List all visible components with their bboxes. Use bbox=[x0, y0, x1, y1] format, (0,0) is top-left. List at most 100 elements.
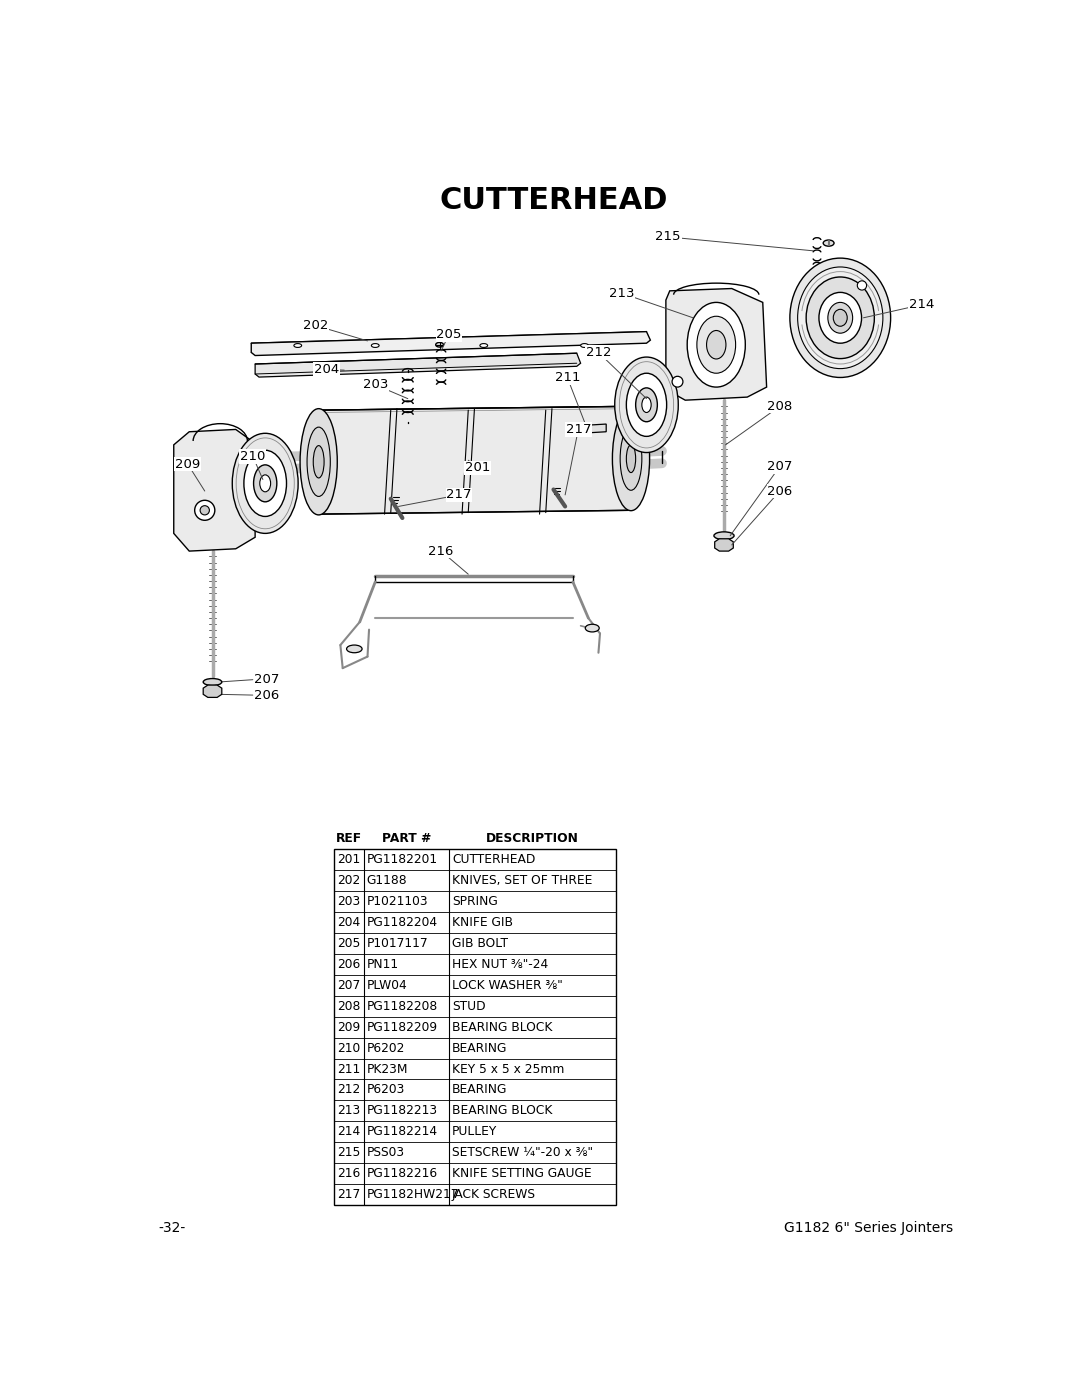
Ellipse shape bbox=[798, 267, 882, 369]
Text: 207: 207 bbox=[767, 460, 793, 474]
Text: GIB BOLT: GIB BOLT bbox=[451, 937, 508, 950]
Text: 212: 212 bbox=[585, 346, 611, 359]
Text: PN11: PN11 bbox=[367, 958, 399, 971]
Text: 210: 210 bbox=[240, 450, 266, 462]
Text: PSS03: PSS03 bbox=[367, 1147, 405, 1160]
Text: 213: 213 bbox=[609, 286, 634, 299]
Text: KNIFE SETTING GAUGE: KNIFE SETTING GAUGE bbox=[451, 1168, 592, 1180]
Text: PG1182201: PG1182201 bbox=[367, 854, 437, 866]
Text: KNIFE GIB: KNIFE GIB bbox=[451, 916, 513, 929]
Text: 217: 217 bbox=[566, 423, 591, 436]
Text: PART #: PART # bbox=[381, 831, 431, 845]
Text: G1188: G1188 bbox=[367, 875, 407, 887]
Text: 207: 207 bbox=[254, 673, 280, 686]
Text: SETSCREW ¼"-20 x ⅜": SETSCREW ¼"-20 x ⅜" bbox=[451, 1147, 593, 1160]
Text: PG1182HW217: PG1182HW217 bbox=[367, 1189, 459, 1201]
Text: 206: 206 bbox=[254, 689, 280, 701]
Ellipse shape bbox=[203, 679, 221, 686]
Text: 215: 215 bbox=[337, 1147, 361, 1160]
Text: BEARING BLOCK: BEARING BLOCK bbox=[451, 1105, 552, 1118]
Text: 208: 208 bbox=[767, 400, 793, 414]
Ellipse shape bbox=[480, 344, 488, 348]
Polygon shape bbox=[255, 353, 581, 377]
Ellipse shape bbox=[620, 427, 642, 490]
Text: P1017117: P1017117 bbox=[367, 937, 429, 950]
Text: PG1182208: PG1182208 bbox=[367, 1000, 438, 1013]
Text: 214: 214 bbox=[337, 1126, 361, 1139]
Ellipse shape bbox=[806, 277, 875, 359]
Ellipse shape bbox=[260, 475, 271, 492]
Text: -32-: -32- bbox=[159, 1221, 186, 1235]
Ellipse shape bbox=[300, 409, 337, 515]
Ellipse shape bbox=[858, 281, 866, 291]
Text: CUTTERHEAD: CUTTERHEAD bbox=[440, 186, 667, 215]
Text: PG1182209: PG1182209 bbox=[367, 1021, 437, 1034]
Ellipse shape bbox=[232, 433, 298, 534]
Text: 215: 215 bbox=[656, 231, 681, 243]
Ellipse shape bbox=[307, 427, 330, 496]
Text: BEARING: BEARING bbox=[451, 1042, 508, 1055]
Ellipse shape bbox=[706, 331, 726, 359]
Text: PULLEY: PULLEY bbox=[451, 1126, 497, 1139]
Text: 216: 216 bbox=[429, 545, 454, 557]
Ellipse shape bbox=[714, 532, 734, 539]
Ellipse shape bbox=[823, 240, 834, 246]
Ellipse shape bbox=[687, 302, 745, 387]
Text: LOCK WASHER ⅜": LOCK WASHER ⅜" bbox=[451, 979, 563, 992]
Ellipse shape bbox=[372, 344, 379, 348]
Text: PG1182216: PG1182216 bbox=[367, 1168, 437, 1180]
Text: 203: 203 bbox=[337, 895, 361, 908]
Ellipse shape bbox=[828, 302, 852, 334]
Text: 201: 201 bbox=[337, 854, 361, 866]
Ellipse shape bbox=[672, 376, 683, 387]
Ellipse shape bbox=[626, 373, 666, 436]
Text: 211: 211 bbox=[555, 372, 580, 384]
Text: 203: 203 bbox=[363, 379, 388, 391]
Text: KNIVES, SET OF THREE: KNIVES, SET OF THREE bbox=[451, 875, 592, 887]
Text: 201: 201 bbox=[464, 461, 490, 475]
Ellipse shape bbox=[294, 344, 301, 348]
Text: P6203: P6203 bbox=[367, 1084, 405, 1097]
Ellipse shape bbox=[697, 316, 735, 373]
Ellipse shape bbox=[435, 342, 444, 346]
Ellipse shape bbox=[313, 446, 324, 478]
Text: 217: 217 bbox=[446, 489, 472, 502]
Ellipse shape bbox=[642, 397, 651, 412]
Text: JACK SCREWS: JACK SCREWS bbox=[451, 1189, 536, 1201]
Text: 208: 208 bbox=[337, 1000, 361, 1013]
Ellipse shape bbox=[585, 624, 599, 631]
Text: 212: 212 bbox=[337, 1084, 361, 1097]
Text: 211: 211 bbox=[337, 1063, 361, 1076]
Ellipse shape bbox=[834, 309, 847, 327]
Text: 202: 202 bbox=[337, 875, 361, 887]
Ellipse shape bbox=[194, 500, 215, 520]
Text: 206: 206 bbox=[337, 958, 361, 971]
Text: P6202: P6202 bbox=[367, 1042, 405, 1055]
Text: 209: 209 bbox=[175, 458, 200, 471]
Text: PG1182213: PG1182213 bbox=[367, 1105, 437, 1118]
Text: PK23M: PK23M bbox=[367, 1063, 408, 1076]
Ellipse shape bbox=[626, 444, 636, 472]
Ellipse shape bbox=[636, 388, 658, 422]
Polygon shape bbox=[174, 429, 255, 550]
Ellipse shape bbox=[612, 407, 649, 511]
Text: 210: 210 bbox=[337, 1042, 361, 1055]
Polygon shape bbox=[319, 407, 631, 514]
Polygon shape bbox=[567, 425, 606, 434]
Text: DESCRIPTION: DESCRIPTION bbox=[486, 831, 579, 845]
Text: G1182 6" Series Jointers: G1182 6" Series Jointers bbox=[783, 1221, 953, 1235]
Polygon shape bbox=[252, 331, 650, 355]
Polygon shape bbox=[203, 685, 221, 697]
Text: 216: 216 bbox=[337, 1168, 361, 1180]
Bar bbox=[334, 849, 616, 1206]
Ellipse shape bbox=[581, 344, 589, 348]
Text: 204: 204 bbox=[337, 916, 361, 929]
Text: P1021103: P1021103 bbox=[367, 895, 429, 908]
Text: 209: 209 bbox=[337, 1021, 361, 1034]
Text: 213: 213 bbox=[337, 1105, 361, 1118]
Ellipse shape bbox=[819, 292, 862, 344]
Ellipse shape bbox=[244, 450, 286, 517]
Polygon shape bbox=[715, 539, 733, 550]
Text: PLW04: PLW04 bbox=[367, 979, 407, 992]
Text: HEX NUT ⅜"-24: HEX NUT ⅜"-24 bbox=[451, 958, 549, 971]
